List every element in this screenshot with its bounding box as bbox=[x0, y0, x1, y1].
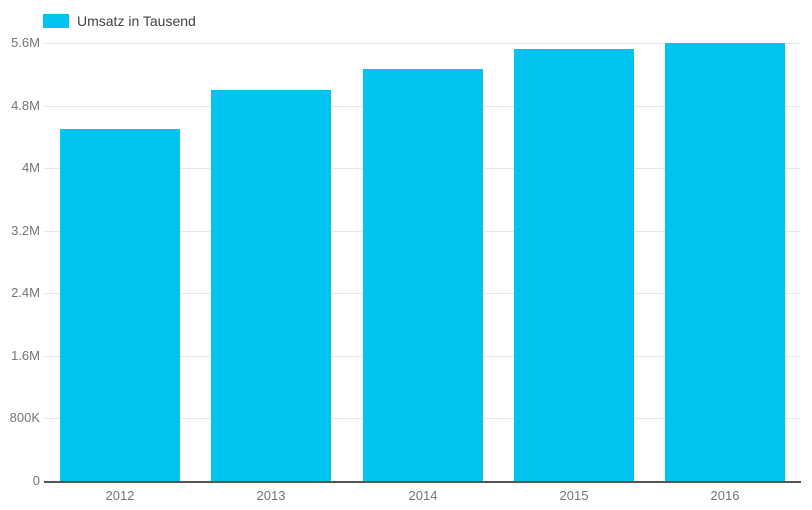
bar-2016[interactable] bbox=[665, 43, 785, 481]
y-axis-tick-label: 5.6M bbox=[11, 35, 40, 50]
legend: Umsatz in Tausend bbox=[43, 12, 196, 30]
y-axis-tick-label: 800K bbox=[9, 410, 40, 425]
bar-2014[interactable] bbox=[363, 69, 483, 481]
x-axis-label: 2016 bbox=[710, 488, 740, 503]
y-axis-tick-label: 2.4M bbox=[11, 285, 40, 300]
x-axis-label: 2015 bbox=[559, 488, 589, 503]
gridline bbox=[44, 43, 801, 44]
y-axis-tick-label: 3.2M bbox=[11, 223, 40, 238]
x-axis-label: 2013 bbox=[256, 488, 286, 503]
bar-2012[interactable] bbox=[60, 129, 180, 481]
legend-label: Umsatz in Tausend bbox=[77, 13, 196, 29]
x-axis-label: 2012 bbox=[105, 488, 135, 503]
y-axis-tick-label: 0 bbox=[32, 473, 40, 488]
y-axis-tick-label: 4M bbox=[21, 160, 40, 175]
y-axis-tick-label: 4.8M bbox=[11, 98, 40, 113]
legend-swatch bbox=[43, 14, 69, 28]
y-axis-tick-label: 1.6M bbox=[11, 348, 40, 363]
x-axis-baseline bbox=[44, 481, 801, 483]
bar-2015[interactable] bbox=[514, 49, 634, 481]
bar-2013[interactable] bbox=[211, 90, 331, 481]
x-axis-label: 2014 bbox=[408, 488, 438, 503]
